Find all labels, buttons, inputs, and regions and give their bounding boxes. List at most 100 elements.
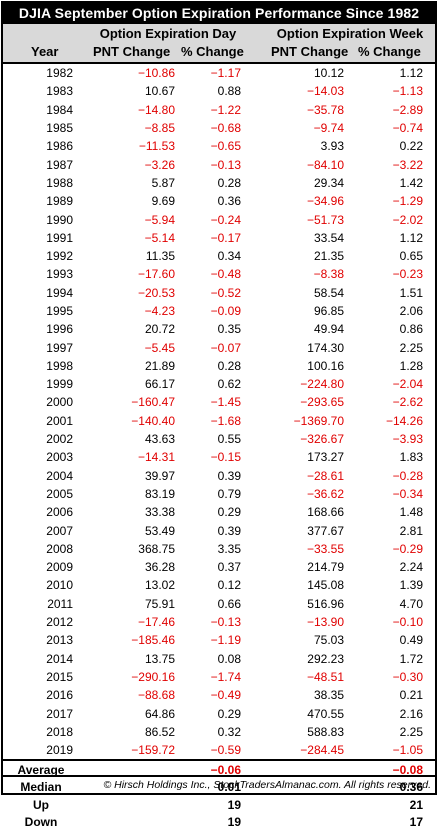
day-pnt-cell: −88.68 xyxy=(137,688,175,703)
summary-spacer xyxy=(79,796,175,814)
summary-spacer xyxy=(241,796,344,814)
summary-day-value: 19 xyxy=(227,815,241,830)
day-pnt-cell: −17.46 xyxy=(137,615,175,630)
week-pct-cell: 1.12 xyxy=(399,66,423,81)
table-row: 2016 −88.68 −0.49 38.35 0.21 xyxy=(3,686,435,704)
day-pct-cell: −0.13 xyxy=(210,157,241,172)
summary-day-value: 0.01 xyxy=(217,780,241,795)
table-row: 2000 −160.47 −1.45 −293.65 −2.62 xyxy=(3,393,435,411)
day-pct-cell: −0.07 xyxy=(210,340,241,355)
day-pct-cell: −1.68 xyxy=(210,413,241,428)
day-pct-cell: 0.28 xyxy=(217,175,241,190)
day-pnt-cell: 33.38 xyxy=(144,505,175,520)
year-cell: 2001 xyxy=(46,413,73,428)
table-row: 1982 −10.86 −1.17 10.12 1.12 xyxy=(3,64,435,82)
table-row: 2003 −14.31 −0.15 173.27 1.83 xyxy=(3,448,435,466)
year-cell: 1986 xyxy=(46,139,73,154)
week-pct-cell: 1.42 xyxy=(399,175,423,190)
week-pct-cell: −0.23 xyxy=(392,267,423,282)
week-pct-cell: −1.13 xyxy=(392,84,423,99)
table-row: 2015 −290.16 −1.74 −48.51 −0.30 xyxy=(3,668,435,686)
week-pnt-cell: −9.74 xyxy=(313,121,344,136)
col-header-day-pct: % Change xyxy=(181,44,244,59)
week-pct-cell: −2.04 xyxy=(392,377,423,392)
year-cell: 1982 xyxy=(46,66,73,81)
year-cell: 1999 xyxy=(46,377,73,392)
col-header-year: Year xyxy=(31,44,59,59)
week-pnt-cell: 470.55 xyxy=(307,706,344,721)
year-cell: 1998 xyxy=(46,358,73,373)
day-pnt-cell: 13.02 xyxy=(144,578,175,593)
table-row: 2018 86.52 0.32 588.83 2.25 xyxy=(3,723,435,741)
week-pct-cell: 1.51 xyxy=(399,285,423,300)
week-pnt-cell: −36.62 xyxy=(306,486,344,501)
day-pnt-cell: −5.14 xyxy=(144,230,175,245)
day-pct-cell: −0.59 xyxy=(210,743,241,758)
day-pct-cell: 0.55 xyxy=(217,432,241,447)
year-cell: 2005 xyxy=(46,486,73,501)
week-pnt-cell: 292.23 xyxy=(307,651,344,666)
summary-row: Average −0.06 −0.08 xyxy=(3,761,435,779)
week-pct-cell: −0.29 xyxy=(392,541,423,556)
table-row: 1985 −8.85 −0.68 −9.74 −0.74 xyxy=(3,119,435,137)
week-pnt-cell: 3.93 xyxy=(320,139,344,154)
day-pct-cell: 0.37 xyxy=(217,560,241,575)
week-pnt-cell: −224.80 xyxy=(300,377,344,392)
table-row: 1997 −5.45 −0.07 174.30 2.25 xyxy=(3,338,435,356)
week-pct-cell: 0.21 xyxy=(399,688,423,703)
week-pct-cell: 2.81 xyxy=(399,523,423,538)
table-row: 1992 11.35 0.34 21.35 0.65 xyxy=(3,247,435,265)
week-pnt-cell: 33.54 xyxy=(313,230,344,245)
week-pnt-cell: 377.67 xyxy=(307,523,344,538)
day-pnt-cell: 86.52 xyxy=(144,724,175,739)
year-cell: 2010 xyxy=(46,578,73,593)
table-header: Option Expiration Day Option Expiration … xyxy=(3,24,435,64)
col-header-week-pnt: PNT Change xyxy=(271,44,349,59)
week-pnt-cell: 75.03 xyxy=(313,633,344,648)
year-cell: 1994 xyxy=(46,285,73,300)
year-cell: 1993 xyxy=(46,267,73,282)
year-cell: 1983 xyxy=(46,84,73,99)
year-cell: 1984 xyxy=(46,102,73,117)
day-pnt-cell: 43.63 xyxy=(144,432,175,447)
table-row: 2008 368.75 3.35 −33.55 −0.29 xyxy=(3,540,435,558)
year-cell: 2011 xyxy=(47,596,73,611)
week-pnt-cell: −35.78 xyxy=(306,102,344,117)
day-pnt-cell: −14.80 xyxy=(137,102,175,117)
day-pct-cell: 0.62 xyxy=(217,377,241,392)
week-pct-cell: −0.30 xyxy=(392,669,423,684)
week-pct-cell: −1.05 xyxy=(392,743,423,758)
table-row: 2017 64.86 0.29 470.55 2.16 xyxy=(3,704,435,722)
table-row: 1988 5.87 0.28 29.34 1.42 xyxy=(3,174,435,192)
week-pct-cell: 2.06 xyxy=(399,304,423,318)
table-row: 1989 9.69 0.36 −34.96 −1.29 xyxy=(3,192,435,210)
table-row: 2007 53.49 0.39 377.67 2.81 xyxy=(3,521,435,539)
day-pnt-cell: 13.75 xyxy=(144,651,175,666)
summary-week-value: 21 xyxy=(409,797,423,812)
week-pnt-cell: 516.96 xyxy=(307,596,344,611)
year-cell: 2006 xyxy=(46,505,73,520)
week-pnt-cell: 173.27 xyxy=(307,450,344,465)
summary-day-value: 19 xyxy=(227,797,241,812)
week-pct-cell: 2.24 xyxy=(399,560,423,575)
week-pct-cell: 0.49 xyxy=(399,633,423,648)
day-pct-cell: −1.74 xyxy=(210,669,241,684)
week-pnt-cell: −13.90 xyxy=(306,615,344,630)
table-row: 1993 −17.60 −0.48 −8.38 −0.23 xyxy=(3,265,435,283)
summary-spacer xyxy=(79,814,175,831)
day-pct-cell: −0.68 xyxy=(210,121,241,136)
week-pnt-cell: −326.67 xyxy=(300,432,344,447)
week-pnt-cell: 29.34 xyxy=(313,175,344,190)
week-pnt-cell: 174.30 xyxy=(307,340,344,355)
week-pct-cell: −0.34 xyxy=(392,486,423,501)
day-pct-cell: 0.29 xyxy=(217,706,241,721)
day-pnt-cell: 9.69 xyxy=(151,194,175,209)
summary-week-value: −0.08 xyxy=(392,762,423,777)
table-row: 2013 −185.46 −1.19 75.03 0.49 xyxy=(3,631,435,649)
week-pnt-cell: 145.08 xyxy=(307,578,344,593)
day-pct-cell: −1.19 xyxy=(210,633,241,648)
week-pct-cell: −3.93 xyxy=(392,432,423,447)
summary-row: Up 19 21 xyxy=(3,796,435,814)
year-cell: 2016 xyxy=(46,688,73,703)
